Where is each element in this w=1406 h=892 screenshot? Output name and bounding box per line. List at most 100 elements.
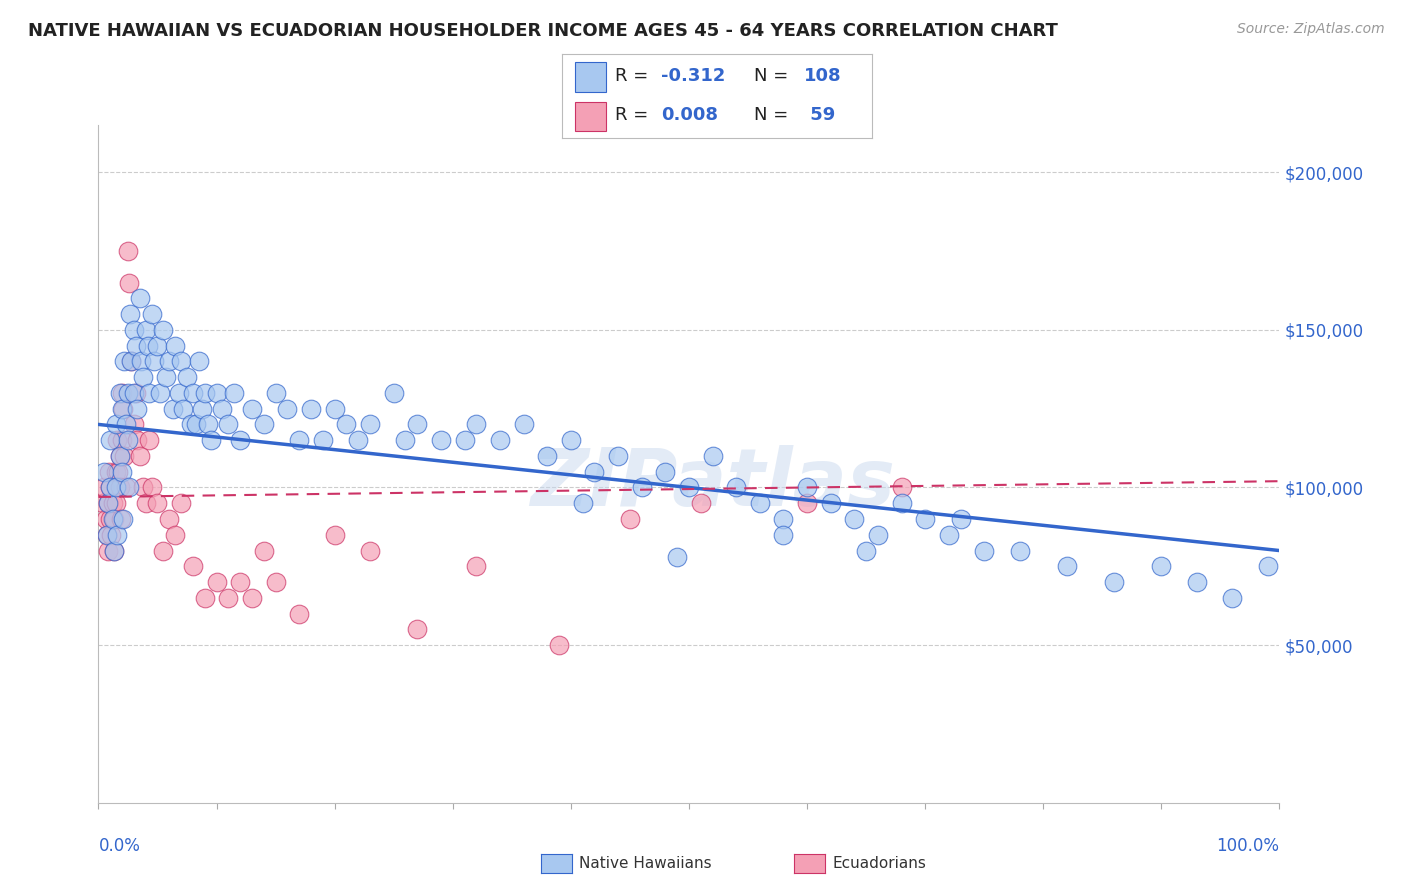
Point bbox=[264, 575, 287, 590]
Text: -0.312: -0.312 bbox=[661, 68, 725, 86]
Point bbox=[725, 481, 748, 495]
Point bbox=[142, 354, 165, 368]
Point bbox=[217, 591, 239, 605]
Point bbox=[571, 496, 593, 510]
Point bbox=[253, 543, 276, 558]
Point bbox=[224, 385, 246, 400]
Point bbox=[194, 385, 217, 400]
Point bbox=[97, 496, 120, 510]
Point bbox=[103, 543, 125, 558]
Text: Native Hawaiians: Native Hawaiians bbox=[579, 856, 711, 871]
Text: 0.008: 0.008 bbox=[661, 106, 718, 124]
Point bbox=[197, 417, 219, 432]
Point bbox=[323, 401, 346, 416]
Point bbox=[702, 449, 724, 463]
Point bbox=[165, 528, 187, 542]
Point bbox=[1220, 591, 1243, 605]
Point bbox=[121, 354, 143, 368]
Point bbox=[973, 543, 995, 558]
Point bbox=[536, 449, 558, 463]
FancyBboxPatch shape bbox=[575, 102, 606, 131]
Point bbox=[359, 543, 381, 558]
Point bbox=[98, 512, 121, 526]
Point bbox=[844, 512, 866, 526]
Point bbox=[619, 512, 641, 526]
Point bbox=[146, 496, 169, 510]
Point bbox=[820, 496, 842, 510]
Point bbox=[191, 401, 214, 416]
Point bbox=[108, 449, 131, 463]
Point bbox=[112, 401, 135, 416]
Text: Source: ZipAtlas.com: Source: ZipAtlas.com bbox=[1237, 22, 1385, 37]
Point bbox=[1185, 575, 1208, 590]
Text: 59: 59 bbox=[804, 106, 835, 124]
Point bbox=[890, 481, 912, 495]
Point bbox=[382, 385, 405, 400]
Point bbox=[111, 401, 134, 416]
Point bbox=[240, 591, 263, 605]
Point bbox=[162, 401, 184, 416]
Point bbox=[855, 543, 877, 558]
Point bbox=[125, 385, 148, 400]
Text: Ecuadorians: Ecuadorians bbox=[832, 856, 927, 871]
Point bbox=[276, 401, 298, 416]
Point bbox=[949, 512, 972, 526]
Point bbox=[406, 623, 429, 637]
Point bbox=[772, 528, 794, 542]
Point bbox=[181, 559, 204, 574]
Point bbox=[560, 433, 582, 447]
Point bbox=[323, 528, 346, 542]
Point bbox=[938, 528, 960, 542]
FancyBboxPatch shape bbox=[575, 62, 606, 92]
Point bbox=[105, 496, 128, 510]
Point bbox=[796, 496, 818, 510]
Point bbox=[548, 638, 571, 652]
Point bbox=[1008, 543, 1031, 558]
Point bbox=[132, 370, 155, 384]
Point bbox=[110, 512, 132, 526]
Point bbox=[105, 528, 128, 542]
Text: NATIVE HAWAIIAN VS ECUADORIAN HOUSEHOLDER INCOME AGES 45 - 64 YEARS CORRELATION : NATIVE HAWAIIAN VS ECUADORIAN HOUSEHOLDE… bbox=[28, 22, 1057, 40]
Point bbox=[122, 323, 145, 337]
Point bbox=[167, 385, 190, 400]
Point bbox=[229, 575, 252, 590]
Point bbox=[181, 385, 204, 400]
Point bbox=[94, 512, 117, 526]
Point bbox=[96, 528, 118, 542]
Point bbox=[253, 417, 276, 432]
Point bbox=[264, 385, 287, 400]
Point bbox=[97, 543, 120, 558]
Point bbox=[430, 433, 453, 447]
Point bbox=[98, 481, 121, 495]
Point bbox=[138, 433, 160, 447]
Point bbox=[105, 433, 128, 447]
Point bbox=[146, 338, 169, 352]
Point bbox=[465, 417, 488, 432]
Point bbox=[406, 417, 429, 432]
Point bbox=[914, 512, 936, 526]
Point bbox=[335, 417, 357, 432]
Point bbox=[359, 417, 381, 432]
Point bbox=[512, 417, 534, 432]
Point bbox=[111, 433, 134, 447]
Point bbox=[105, 481, 128, 495]
Point bbox=[105, 465, 128, 479]
Point bbox=[1257, 559, 1279, 574]
Point bbox=[229, 433, 252, 447]
Text: N =: N = bbox=[754, 106, 794, 124]
Point bbox=[211, 401, 233, 416]
Point bbox=[100, 528, 122, 542]
Point bbox=[141, 481, 163, 495]
Point bbox=[654, 465, 676, 479]
Point bbox=[205, 385, 228, 400]
Point bbox=[101, 496, 124, 510]
Point bbox=[170, 496, 193, 510]
Point bbox=[122, 385, 145, 400]
Point bbox=[136, 338, 159, 352]
Point bbox=[288, 607, 311, 621]
Point bbox=[666, 549, 689, 564]
Point bbox=[186, 417, 208, 432]
Point bbox=[103, 512, 125, 526]
Point bbox=[117, 244, 139, 258]
Point bbox=[107, 465, 129, 479]
